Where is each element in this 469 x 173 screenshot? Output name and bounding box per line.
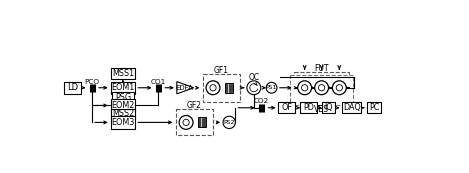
FancyBboxPatch shape — [300, 102, 317, 113]
FancyBboxPatch shape — [64, 82, 81, 94]
Text: IQ: IQ — [324, 103, 333, 112]
Text: PSG: PSG — [115, 93, 131, 102]
Text: VBS: VBS — [314, 105, 329, 114]
FancyBboxPatch shape — [279, 102, 295, 113]
FancyBboxPatch shape — [322, 102, 335, 113]
Circle shape — [318, 85, 325, 91]
Text: PS2: PS2 — [223, 120, 235, 125]
Circle shape — [247, 81, 261, 95]
Circle shape — [223, 116, 235, 129]
Circle shape — [336, 85, 342, 91]
Text: MSS2: MSS2 — [112, 110, 134, 119]
Text: MSS1: MSS1 — [112, 69, 134, 78]
Text: GF2: GF2 — [187, 101, 202, 110]
Text: FUT: FUT — [314, 64, 329, 73]
Circle shape — [302, 85, 308, 91]
Circle shape — [266, 82, 277, 93]
Text: CO1: CO1 — [151, 79, 166, 85]
Text: PS1: PS1 — [266, 85, 277, 90]
FancyBboxPatch shape — [111, 99, 135, 112]
Bar — [225, 83, 233, 93]
FancyBboxPatch shape — [112, 92, 134, 103]
FancyBboxPatch shape — [111, 82, 135, 94]
Text: PC: PC — [369, 103, 379, 112]
Circle shape — [333, 81, 346, 95]
Text: LD: LD — [68, 83, 78, 92]
FancyBboxPatch shape — [367, 102, 381, 113]
FancyBboxPatch shape — [111, 68, 135, 79]
Text: CO2: CO2 — [254, 98, 269, 104]
Circle shape — [315, 81, 328, 95]
Circle shape — [210, 85, 216, 91]
FancyBboxPatch shape — [176, 109, 213, 135]
Text: OC: OC — [248, 73, 259, 82]
Text: DAQ: DAQ — [343, 103, 361, 112]
FancyBboxPatch shape — [290, 75, 353, 106]
Circle shape — [179, 115, 193, 129]
Text: EOM1: EOM1 — [111, 83, 135, 92]
Text: EOM3: EOM3 — [111, 118, 135, 127]
Text: GF1: GF1 — [214, 66, 229, 75]
Text: PD: PD — [303, 103, 314, 112]
Text: EDFA: EDFA — [176, 85, 193, 91]
Circle shape — [298, 81, 311, 95]
Bar — [198, 117, 206, 127]
Polygon shape — [177, 82, 194, 94]
Text: OF: OF — [281, 103, 292, 112]
FancyBboxPatch shape — [111, 116, 135, 129]
Text: PCO: PCO — [84, 79, 99, 85]
Circle shape — [206, 81, 220, 95]
Text: EOM2: EOM2 — [111, 101, 135, 110]
Circle shape — [183, 119, 189, 126]
FancyBboxPatch shape — [111, 108, 135, 119]
FancyBboxPatch shape — [342, 102, 361, 113]
FancyBboxPatch shape — [294, 72, 349, 94]
FancyBboxPatch shape — [203, 74, 240, 102]
